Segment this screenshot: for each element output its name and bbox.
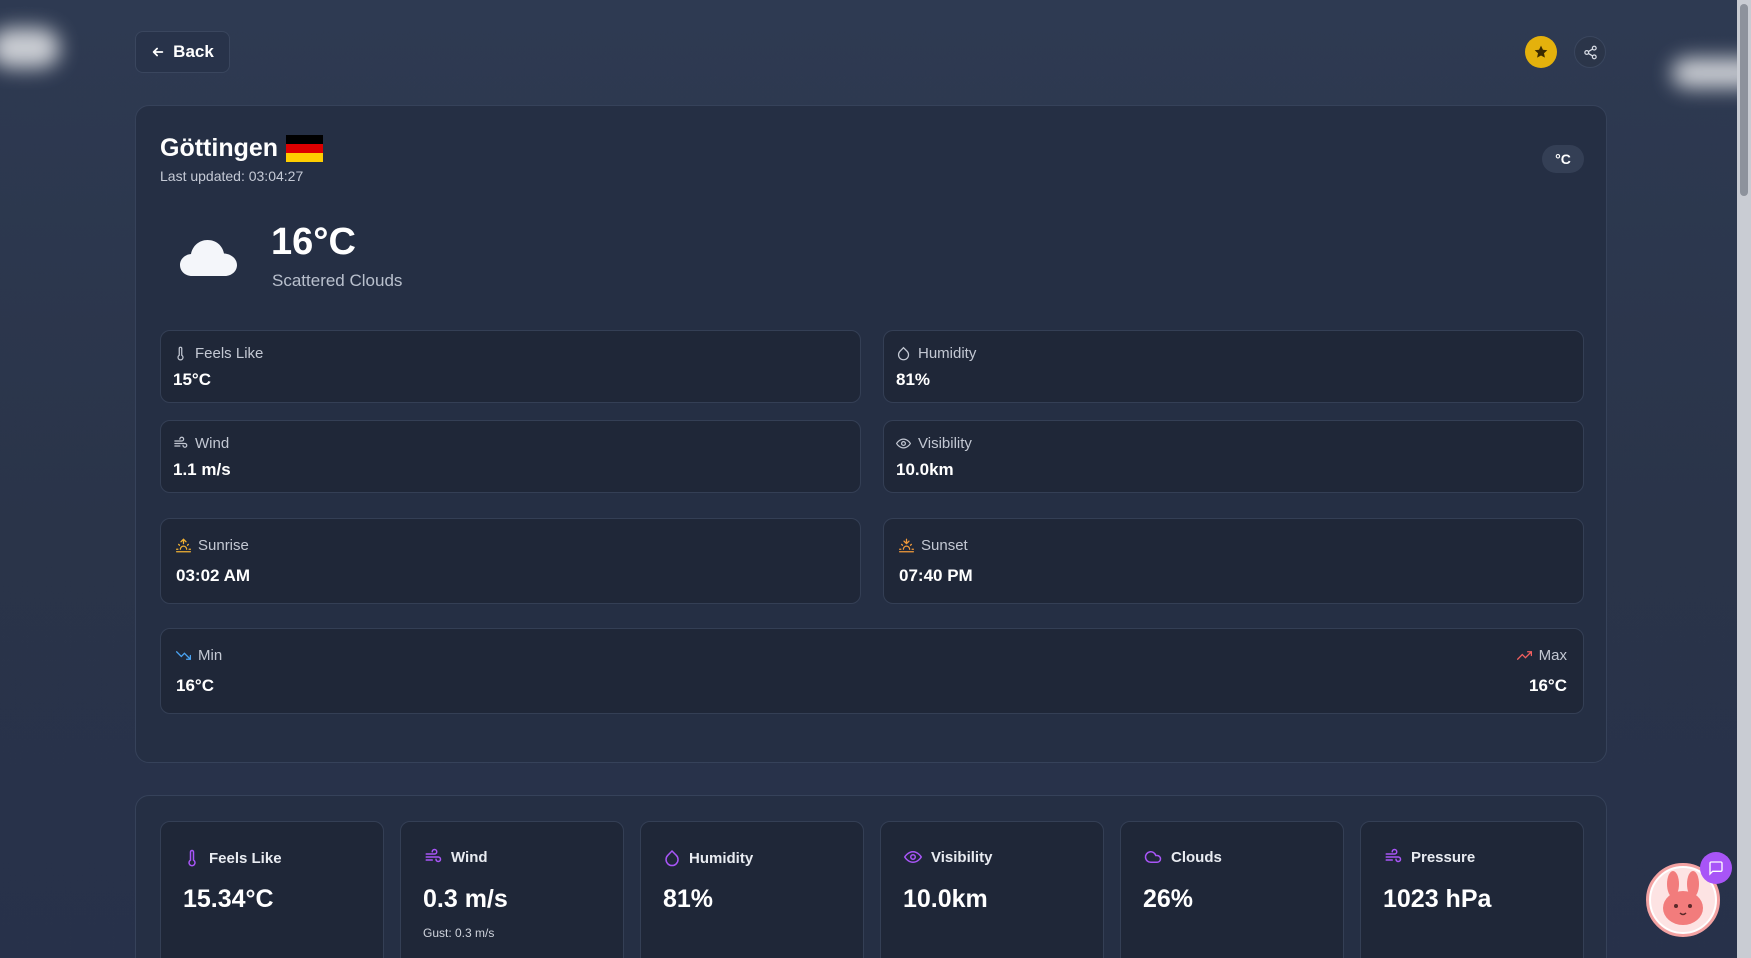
sunset-value: 07:40 PM xyxy=(899,566,973,585)
humidity-value: 81% xyxy=(896,370,931,389)
stat-value: 1023 hPa xyxy=(1383,885,1492,913)
city-name: Göttingen xyxy=(160,134,279,162)
weather-card: Göttingen Last updated: 03:04:27 °C 16°C… xyxy=(135,105,1607,763)
stat-clouds: Clouds 26% xyxy=(1120,821,1344,958)
max-value: 16°C xyxy=(1529,676,1567,695)
sunrise-value: 03:02 AM xyxy=(176,566,251,585)
sunrise-label: Sunrise xyxy=(198,537,249,554)
humidity-label: Humidity xyxy=(918,345,977,362)
stat-label: Feels Like xyxy=(209,849,282,867)
sunset-tile: Sunset 07:40 PM xyxy=(883,518,1584,604)
visibility-tile: Visibility 10.0km xyxy=(883,420,1584,493)
stat-label: Clouds xyxy=(1171,848,1222,866)
chat-bubble-icon[interactable] xyxy=(1700,852,1732,884)
scrollbar[interactable] xyxy=(1737,0,1751,958)
stat-label: Wind xyxy=(451,848,488,866)
visibility-value: 10.0km xyxy=(896,460,954,479)
wind-icon xyxy=(425,848,442,863)
min-label: Min xyxy=(198,647,223,664)
min-value: 16°C xyxy=(176,676,214,695)
droplet-icon xyxy=(665,849,679,867)
stat-feels-like: Feels Like 15.34°C xyxy=(160,821,384,958)
sunrise-tile: Sunrise 03:02 AM xyxy=(160,518,861,604)
thermometer-icon xyxy=(188,849,196,867)
wind-value: 1.1 m/s xyxy=(173,460,231,479)
sunrise-icon xyxy=(176,538,191,553)
cloud-icon xyxy=(180,240,237,276)
wind-tile: Wind 1.1 m/s xyxy=(160,420,861,493)
share-icon xyxy=(1583,45,1597,59)
stat-wind: Wind 0.3 m/s Gust: 0.3 m/s xyxy=(400,821,624,958)
feels-like-label: Feels Like xyxy=(195,345,264,362)
unit-toggle-button[interactable]: °C xyxy=(1542,145,1584,173)
last-updated: Last updated: 03:04:27 xyxy=(160,168,304,184)
humidity-tile: Humidity 81% xyxy=(883,330,1584,403)
visibility-label: Visibility xyxy=(918,435,972,452)
eye-icon xyxy=(896,438,911,449)
droplet-icon xyxy=(897,346,910,361)
stat-visibility: Visibility 10.0km xyxy=(880,821,1104,958)
trending-down-icon xyxy=(176,651,191,660)
scrollbar-thumb[interactable] xyxy=(1740,4,1748,196)
stat-value: 81% xyxy=(663,885,714,913)
stat-label: Humidity xyxy=(689,849,754,867)
stat-value: 26% xyxy=(1143,885,1194,913)
cloud-icon xyxy=(1144,851,1162,863)
stat-value: 0.3 m/s xyxy=(423,885,508,913)
back-label: Back xyxy=(173,42,214,61)
feels-like-value: 15°C xyxy=(173,370,211,389)
sunset-label: Sunset xyxy=(921,537,968,554)
wind-label: Wind xyxy=(195,435,230,452)
trending-up-icon xyxy=(1516,651,1532,660)
favorite-button[interactable] xyxy=(1525,36,1557,68)
star-icon xyxy=(1534,45,1548,58)
stat-label: Pressure xyxy=(1411,848,1476,866)
weather-description: Scattered Clouds xyxy=(272,271,403,290)
max-label: Max xyxy=(1538,647,1567,664)
bunny-avatar-icon xyxy=(1651,868,1715,932)
stat-value: 15.34°C xyxy=(183,885,274,913)
stat-value: 10.0km xyxy=(903,885,988,913)
blurred-decoration xyxy=(0,28,60,68)
share-button[interactable] xyxy=(1574,36,1606,68)
eye-icon xyxy=(903,850,923,864)
detailed-stats-card: Feels Like 15.34°C Wind 0.3 m/s Gust: 0.… xyxy=(135,795,1607,958)
thermometer-icon xyxy=(177,346,184,361)
feels-like-tile: Feels Like 15°C xyxy=(160,330,861,403)
gauge-wind-icon xyxy=(1385,848,1402,863)
wind-icon xyxy=(174,436,188,448)
current-temperature: 16°C xyxy=(271,221,356,263)
stat-pressure: Pressure 1023 hPa xyxy=(1360,821,1584,958)
stat-humidity: Humidity 81% xyxy=(640,821,864,958)
germany-flag-icon xyxy=(286,135,324,162)
city-header: Göttingen xyxy=(160,134,324,163)
sunset-icon xyxy=(899,538,914,553)
min-max-tile: Min 16°C Max 16°C xyxy=(160,628,1584,714)
back-button[interactable]: Back xyxy=(135,31,230,73)
arrow-left-icon xyxy=(152,47,164,57)
stat-label: Visibility xyxy=(931,848,993,866)
stat-gust: Gust: 0.3 m/s xyxy=(423,926,495,940)
